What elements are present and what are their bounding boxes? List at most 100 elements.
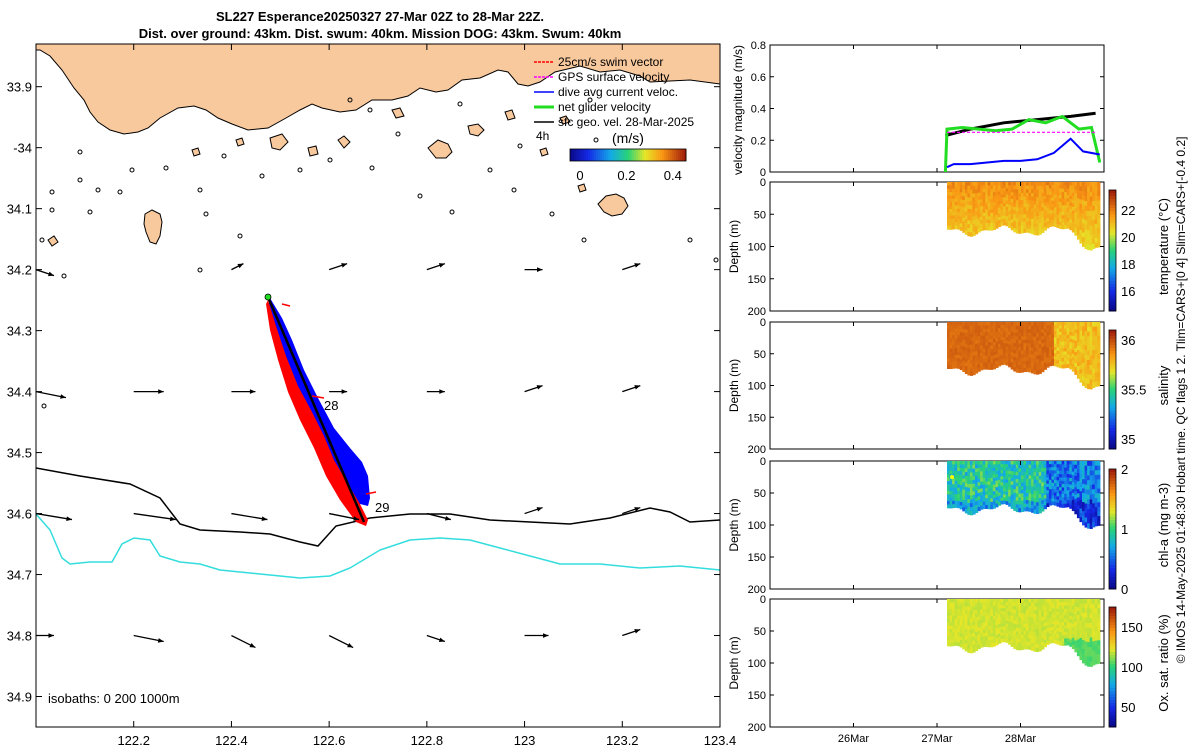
section-cell (980, 502, 984, 507)
map-colorbar-cell (652, 149, 655, 161)
current-arrow (329, 512, 360, 521)
section-cell (1079, 465, 1083, 471)
section-cell (997, 486, 1002, 490)
section-cell (1010, 632, 1014, 637)
section-cell (972, 227, 976, 233)
section-cell (1056, 605, 1060, 610)
section-cell (1046, 611, 1050, 616)
section-cell (1048, 608, 1053, 613)
section-cell (1081, 470, 1086, 476)
section-cell (985, 362, 989, 367)
section-cell (1018, 196, 1022, 201)
section-cell (987, 481, 991, 486)
section-cell (962, 503, 966, 508)
section-cell (964, 355, 968, 360)
section-cell (987, 619, 991, 624)
section-colorbar-cell (1109, 670, 1116, 674)
section-cell (990, 498, 994, 503)
section-cell (975, 635, 979, 640)
section-cell (1010, 642, 1014, 647)
section-cell (1025, 185, 1030, 190)
section-cell (995, 201, 999, 206)
section-cell (1051, 614, 1055, 619)
section-cell (1031, 628, 1035, 633)
section-cell (1089, 475, 1093, 481)
section-cell (1036, 625, 1040, 630)
section-cell (1041, 343, 1045, 348)
section-cell (1092, 363, 1096, 370)
section-cell (964, 362, 968, 367)
section-cell (1025, 464, 1030, 469)
section-cell (1064, 599, 1068, 603)
section-cell (985, 612, 989, 617)
section-cell (1084, 359, 1088, 365)
section-colorbar-cell (1109, 271, 1116, 276)
section-cell (1031, 361, 1035, 367)
section-cell (1076, 639, 1081, 645)
section-cell (952, 622, 956, 627)
section-cell (1041, 225, 1045, 230)
section-cell (1084, 503, 1088, 509)
section-cell (982, 615, 986, 620)
section-cell (1015, 620, 1019, 625)
section-cell (1076, 330, 1081, 335)
section-cell (975, 643, 979, 648)
section-cell (1018, 339, 1022, 345)
section-cell (1064, 322, 1068, 326)
section-cell (949, 188, 953, 193)
section-cell (1031, 497, 1035, 502)
section-cell (949, 195, 953, 200)
section-cell (975, 354, 979, 360)
section-cell (1003, 358, 1007, 362)
section-cell (1005, 626, 1009, 631)
section-cell (959, 633, 963, 638)
section-cell (1038, 182, 1042, 187)
section-cell (1061, 599, 1065, 603)
section-cell (977, 623, 981, 628)
section-cell (1033, 487, 1037, 492)
section-cell (975, 336, 979, 341)
section-cell (1013, 641, 1017, 646)
section-cell (952, 612, 956, 617)
section-cell (1013, 499, 1017, 504)
section-colorbar-label: temperature (°C) (1156, 198, 1171, 295)
section-cell (1097, 516, 1101, 522)
section-colorbar-tick: 100 (1121, 660, 1143, 675)
section-cell (997, 621, 1002, 625)
section-cell (1092, 660, 1096, 666)
section-cell (1046, 483, 1050, 488)
section-cell (962, 203, 966, 208)
section-cell (1010, 636, 1014, 641)
section-cell (1015, 189, 1019, 194)
section-cell (975, 369, 979, 374)
section-cell (1020, 322, 1025, 327)
section-cell (1051, 343, 1055, 348)
section-cell (987, 491, 991, 496)
section-cell (1038, 196, 1042, 202)
section-cell (1051, 605, 1055, 609)
section-cell (1018, 207, 1022, 212)
section-cell (980, 226, 984, 232)
section-cell (1003, 352, 1007, 356)
section-cell (992, 351, 997, 356)
section-cell (1003, 620, 1007, 624)
section-cell (1079, 473, 1083, 479)
section-cell (1010, 609, 1014, 614)
section-cell (1089, 186, 1093, 193)
section-cell (964, 501, 968, 507)
section-cell (959, 216, 963, 221)
section-cell (1028, 203, 1032, 208)
section-cell (1066, 185, 1070, 190)
section-cell (1005, 495, 1009, 499)
section-cell (1018, 599, 1022, 604)
section-cell (977, 210, 981, 215)
section-cell (1013, 602, 1017, 607)
section-cell (969, 329, 974, 335)
section-colorbar-cell (1109, 301, 1116, 306)
section-cell (1066, 224, 1070, 229)
section-cell (1010, 501, 1014, 506)
section-cell (1066, 503, 1070, 508)
map-colorbar-cell (662, 149, 665, 161)
section-cell (1069, 629, 1073, 634)
section-cell (1051, 213, 1055, 218)
